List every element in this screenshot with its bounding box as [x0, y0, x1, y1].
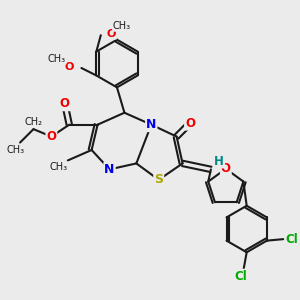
Text: CH₂: CH₂ — [25, 117, 43, 127]
Text: H: H — [214, 154, 224, 167]
Text: S: S — [154, 173, 163, 186]
Text: O: O — [106, 29, 116, 39]
Text: CH₃: CH₃ — [112, 21, 131, 31]
Text: O: O — [64, 61, 74, 71]
Text: N: N — [146, 118, 157, 131]
Text: O: O — [221, 162, 231, 175]
Text: O: O — [185, 117, 195, 130]
Text: N: N — [104, 163, 115, 176]
Text: Cl: Cl — [286, 233, 298, 246]
Text: Cl: Cl — [234, 270, 247, 283]
Text: CH₃: CH₃ — [50, 162, 68, 172]
Text: CH₃: CH₃ — [7, 145, 25, 155]
Text: CH₃: CH₃ — [48, 54, 66, 64]
Text: O: O — [60, 97, 70, 110]
Text: O: O — [46, 130, 56, 143]
